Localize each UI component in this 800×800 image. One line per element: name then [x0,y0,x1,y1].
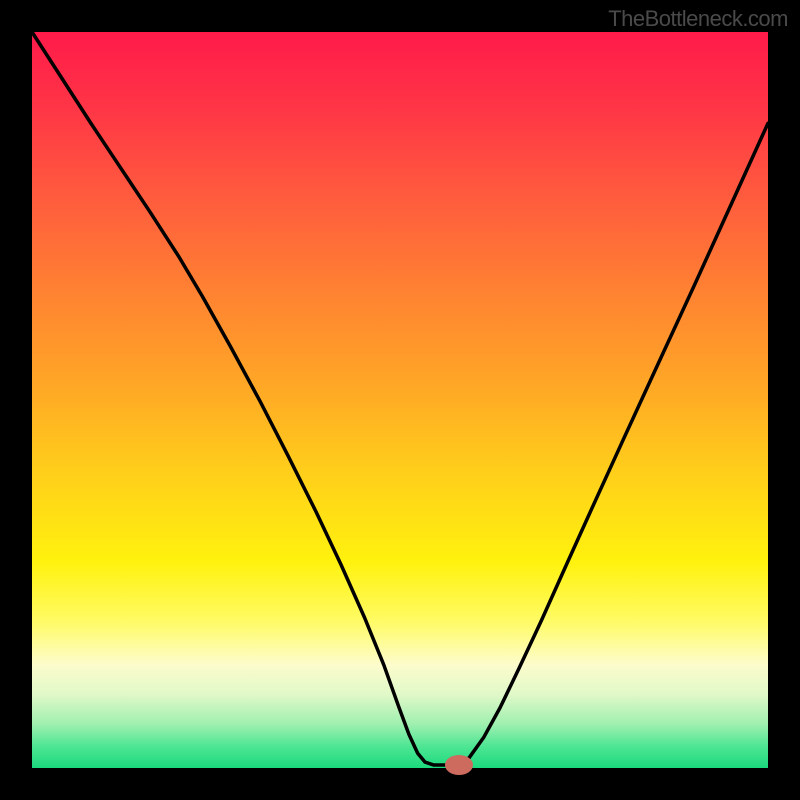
optimum-marker [445,755,473,775]
chart-curve-svg [32,32,768,768]
watermark-text: TheBottleneck.com [608,6,788,32]
bottleneck-curve [32,32,768,765]
chart-plot-area [32,32,768,768]
